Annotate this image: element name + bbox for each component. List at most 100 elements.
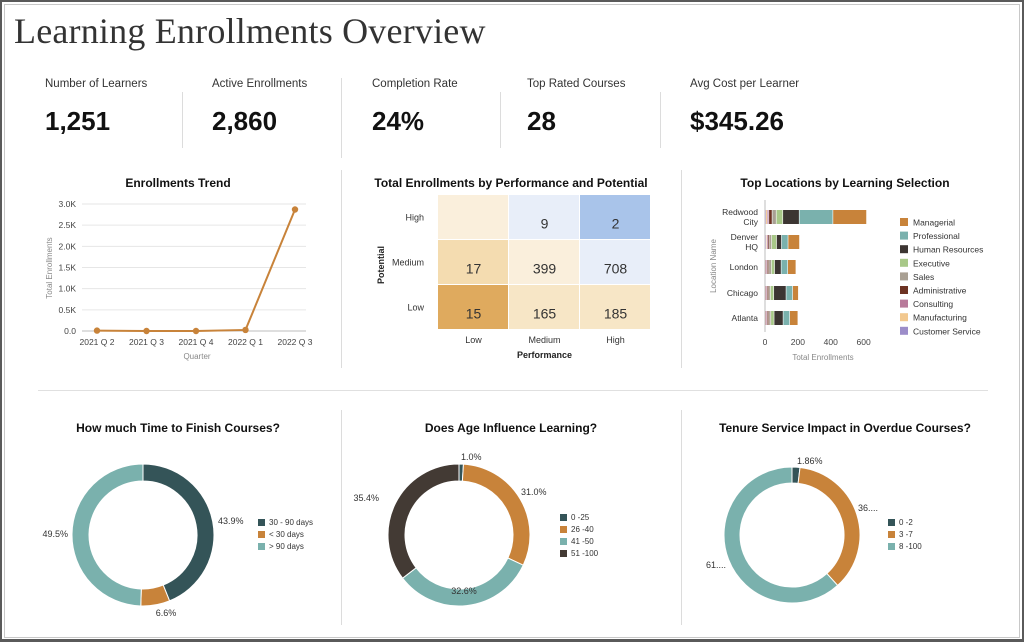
bar-segment xyxy=(789,311,798,325)
legend-label: Managerial xyxy=(913,218,955,228)
donut-slice xyxy=(71,463,144,607)
bar-segment xyxy=(767,260,769,274)
time-to-finish-title: How much Time to Finish Courses? xyxy=(76,421,280,435)
x-tick-label: 2021 Q 2 xyxy=(80,337,115,347)
page-title: Learning Enrollments Overview xyxy=(14,11,486,51)
bar-segment xyxy=(781,260,788,274)
legend-label: 26 -40 xyxy=(571,525,594,534)
bar-segment xyxy=(771,260,775,274)
dashboard-inner-frame xyxy=(4,4,1020,638)
panel-divider xyxy=(341,170,342,368)
donut-slice xyxy=(461,463,531,566)
y-tick-label: 0.5K xyxy=(59,305,77,315)
x-tick-label: 600 xyxy=(856,337,870,347)
heatmap-cell-value: 17 xyxy=(466,261,482,277)
x-tick-label: 200 xyxy=(791,337,805,347)
bar-segment xyxy=(771,311,774,325)
bar-segment xyxy=(765,260,766,274)
kpi-active-enrollments[interactable]: Active Enrollments 2,860 xyxy=(212,78,307,137)
bar-segment xyxy=(765,286,766,300)
y-tick-label: 2.5K xyxy=(59,220,77,230)
performance-potential-title: Total Enrollments by Performance and Pot… xyxy=(374,176,648,190)
donut-slice xyxy=(723,466,839,604)
heatmap-cell-value: 9 xyxy=(541,216,549,232)
kpi-completion-rate[interactable]: Completion Rate 24% xyxy=(372,78,458,137)
bar-segment xyxy=(765,286,766,300)
kpi-label: Top Rated Courses xyxy=(527,78,626,90)
legend-swatch xyxy=(258,543,265,550)
heatmap-x-axis-label: Performance xyxy=(517,350,572,360)
heatmap-col-label: Medium xyxy=(528,335,560,345)
kpi-top-rated-courses[interactable]: Top Rated Courses 28 xyxy=(527,78,625,137)
legend-swatch xyxy=(888,531,895,538)
donut-value-label: 43.9% xyxy=(218,516,244,526)
kpi-divider xyxy=(660,92,661,148)
donut-value-label: 36.... xyxy=(858,503,878,513)
age-influence-title: Does Age Influence Learning? xyxy=(424,421,598,435)
bar-segment xyxy=(768,235,770,249)
donut-value-label: 1.86% xyxy=(797,456,823,466)
bar-segment xyxy=(765,260,766,274)
legend-swatch xyxy=(258,519,265,526)
legend-label: Manufacturing xyxy=(913,313,967,323)
legend-label: < 30 days xyxy=(269,530,304,539)
kpi-label: Active Enrollments xyxy=(212,78,308,90)
bar-segment xyxy=(770,286,774,300)
y-tick-label: 1.0K xyxy=(59,284,77,294)
legend-label: Administrative xyxy=(913,286,967,296)
bar-segment xyxy=(766,260,767,274)
donut-slice xyxy=(387,463,460,579)
donut-value-label: 32.6% xyxy=(451,586,477,596)
bar-segment xyxy=(765,311,766,325)
legend-swatch xyxy=(888,519,895,526)
legend-label: Human Resources xyxy=(913,245,983,255)
bar-segment xyxy=(766,235,768,249)
legend-swatch xyxy=(888,543,895,550)
kpi-avg-cost-per-learner[interactable]: Avg Cost per Learner $345.26 xyxy=(690,78,799,137)
donut-value-label: 6.6% xyxy=(156,608,177,618)
heatmap-cell xyxy=(438,285,508,329)
donut-slice xyxy=(797,466,861,587)
bar-segment xyxy=(772,210,776,224)
y-tick-label: 0.0 xyxy=(64,326,76,336)
bar-segment xyxy=(783,210,799,224)
legend-swatch xyxy=(900,218,908,226)
bar-segment xyxy=(788,260,796,274)
x-axis-label: Quarter xyxy=(183,352,210,361)
trend-point xyxy=(192,327,200,335)
kpi-value: 24% xyxy=(372,106,425,136)
bar-category-label: City xyxy=(743,217,758,227)
heatmap-cell xyxy=(509,240,579,284)
kpi-number-of-learners[interactable]: Number of Learners 1,251 xyxy=(45,78,147,137)
bar-segment xyxy=(776,235,782,249)
kpi-divider xyxy=(500,92,501,148)
legend-swatch xyxy=(900,258,908,267)
bar-segment xyxy=(769,311,771,325)
legend-label: 0 -2 xyxy=(899,518,913,527)
bar-segment xyxy=(767,311,769,325)
heatmap-cell xyxy=(580,240,650,284)
bar-segment xyxy=(765,311,766,325)
legend-swatch xyxy=(560,514,567,521)
legend-label: 8 -100 xyxy=(899,542,922,551)
x-axis-label: Total Enrollments xyxy=(792,353,853,362)
legend-label: > 90 days xyxy=(269,542,304,551)
donut-value-label: 61.... xyxy=(706,560,726,570)
heatmap-row-label: Medium xyxy=(392,258,424,268)
heatmap-cell-value: 399 xyxy=(533,261,557,277)
bar-segment xyxy=(788,235,800,249)
bar-segment xyxy=(786,286,793,300)
heatmap-cell xyxy=(509,195,579,239)
legend-label: Sales xyxy=(913,272,934,282)
bar-segment xyxy=(769,210,772,224)
trend-point xyxy=(291,206,299,213)
heatmap-cell xyxy=(509,285,579,329)
bar-segment xyxy=(781,235,788,249)
trend-point xyxy=(143,327,150,335)
bar-segment xyxy=(765,210,766,224)
bar-segment xyxy=(766,286,767,300)
legend-swatch xyxy=(900,299,908,308)
legend-swatch xyxy=(900,231,908,240)
